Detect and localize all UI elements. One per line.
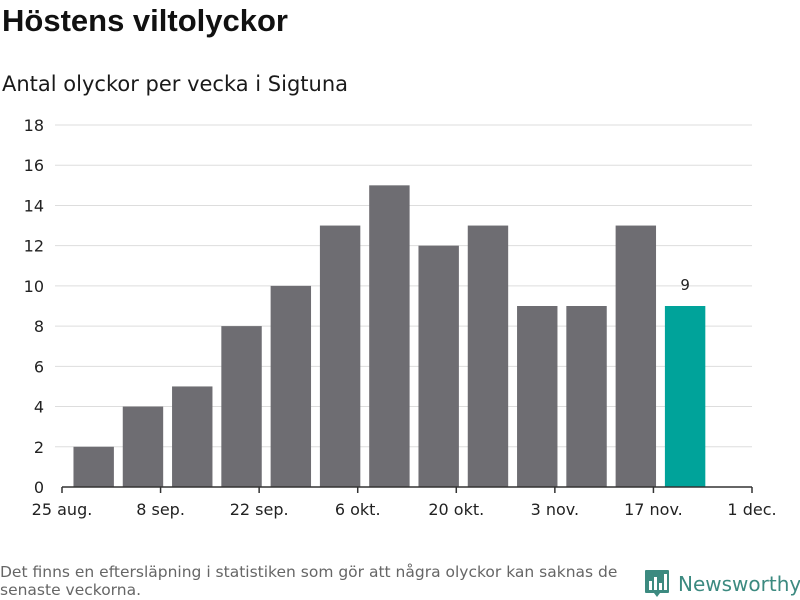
bar xyxy=(566,306,607,487)
y-tick-label: 16 xyxy=(24,156,44,175)
bar xyxy=(467,225,509,488)
bar xyxy=(517,306,558,487)
x-tick-label: 8 sep. xyxy=(136,500,185,519)
bar xyxy=(418,245,459,487)
chart-subtitle: Antal olyckor per vecka i Sigtuna xyxy=(2,72,349,96)
bar xyxy=(319,225,361,488)
x-tick-label: 20 okt. xyxy=(428,500,484,519)
bar xyxy=(615,225,657,488)
y-tick-label: 10 xyxy=(24,277,44,296)
y-tick-label: 6 xyxy=(34,357,44,376)
bar xyxy=(122,406,164,487)
bar xyxy=(172,386,213,487)
x-tick-label: 6 okt. xyxy=(335,500,381,519)
bar xyxy=(221,326,262,487)
brand-name: Newsworthy xyxy=(678,572,800,596)
y-tick-label: 8 xyxy=(34,317,44,336)
y-tick-label: 18 xyxy=(24,116,44,135)
bar xyxy=(73,446,114,487)
y-tick-label: 4 xyxy=(34,398,44,417)
bar-chart: 0 2 4 6 8 10 12 14 16 18 9 25 aug. 8 sep. 22 sep. 6 ok… xyxy=(24,116,777,519)
data-label: 9 xyxy=(680,276,690,294)
y-tick-label: 12 xyxy=(24,237,44,256)
footnote: Det finns en eftersläpning i statistiken… xyxy=(0,563,618,599)
x-tick-label: 22 sep. xyxy=(230,500,289,519)
y-tick-label: 0 xyxy=(34,478,44,497)
chart-title: Höstens viltolyckor xyxy=(2,3,288,38)
y-tick-label: 14 xyxy=(24,196,44,215)
bar xyxy=(270,285,312,487)
x-tick-label: 1 dec. xyxy=(727,500,776,519)
bar xyxy=(369,185,410,488)
y-tick-label: 2 xyxy=(34,438,44,457)
x-tick-label: 17 nov. xyxy=(624,500,683,519)
x-tick-label: 3 nov. xyxy=(531,500,580,519)
x-tick-label: 25 aug. xyxy=(32,500,93,519)
bar-chart-logo-icon xyxy=(645,570,669,597)
brand: Newsworthy xyxy=(644,569,800,599)
bar-highlight xyxy=(664,306,706,487)
